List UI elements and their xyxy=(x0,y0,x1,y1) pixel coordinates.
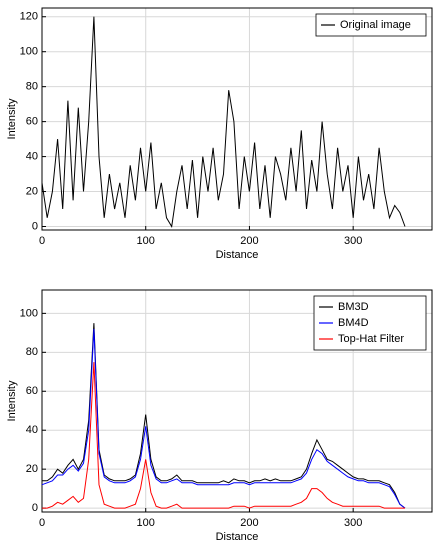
y-tick-label: 60 xyxy=(26,385,38,397)
data-line xyxy=(41,328,406,509)
x-tick-label: 200 xyxy=(240,235,258,247)
y-tick-label: 100 xyxy=(20,307,38,319)
y-tick-label: 120 xyxy=(20,11,38,23)
y-tick-label: 80 xyxy=(26,346,38,358)
y-tick-label: 20 xyxy=(26,463,38,475)
plot-frame xyxy=(41,7,433,231)
y-tick-label: 100 xyxy=(20,46,38,58)
x-tick-label: 300 xyxy=(344,517,362,529)
y-tick-label: 40 xyxy=(26,424,38,436)
x-tick-label: 0 xyxy=(39,517,45,529)
legend-label: BM4D xyxy=(338,317,369,329)
plot-frame xyxy=(41,289,433,513)
legend-label: BM3D xyxy=(338,301,369,313)
x-tick-label: 300 xyxy=(344,235,362,247)
x-tick-label: 100 xyxy=(137,517,155,529)
x-axis-label: Distance xyxy=(216,531,259,543)
y-tick-label: 0 xyxy=(32,502,38,514)
data-line xyxy=(42,323,406,509)
x-axis-label: Distance xyxy=(216,249,259,261)
y-tick-label: 0 xyxy=(32,220,38,232)
y-axis-label: Intensity xyxy=(6,98,18,139)
legend-box xyxy=(315,13,427,37)
data-line xyxy=(41,16,406,228)
x-tick-label: 200 xyxy=(240,517,258,529)
y-tick-label: 60 xyxy=(26,116,38,128)
x-tick-label: 0 xyxy=(39,235,45,247)
y-axis-label: Intensity xyxy=(6,380,18,421)
x-tick-label: 100 xyxy=(137,235,155,247)
legend-label: Original image xyxy=(340,19,411,31)
y-tick-label: 20 xyxy=(26,185,38,197)
y-tick-label: 80 xyxy=(26,81,38,93)
legend-label: Top-Hat Filter xyxy=(338,333,404,345)
y-tick-label: 40 xyxy=(26,150,38,162)
data-line xyxy=(42,362,405,509)
